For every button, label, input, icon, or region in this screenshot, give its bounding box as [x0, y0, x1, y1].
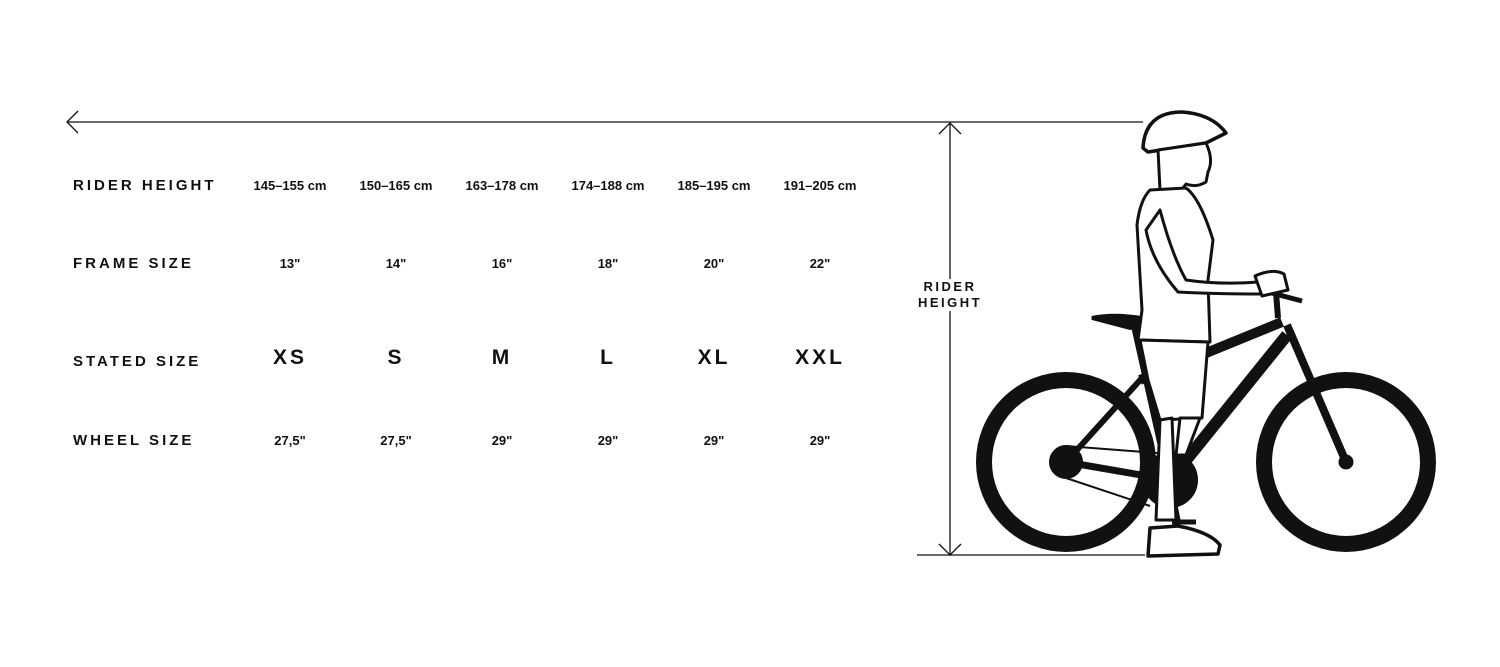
rider-height-label-line1: RIDER: [923, 279, 977, 294]
rider: [1135, 110, 1290, 558]
rider-height-label-line2: HEIGHT: [917, 295, 983, 310]
wheel-size-value: 29": [597, 433, 619, 448]
rider-height-label: RIDER HEIGHT: [900, 279, 1000, 311]
frame-size-value: 22": [809, 256, 831, 271]
rider-height-value: 145–155 cm: [253, 178, 327, 193]
frame-size-value: 16": [491, 256, 513, 271]
bicycle: [976, 289, 1436, 552]
row-label-stated-size: STATED SIZE: [73, 353, 202, 370]
rider-height-value: 191–205 cm: [783, 178, 857, 193]
stated-size-value: M: [491, 346, 513, 369]
stated-size-value: L: [600, 346, 616, 369]
front-wheel: [1256, 372, 1436, 552]
wheel-size-value: 27,5": [274, 433, 306, 448]
stated-size-value: S: [387, 346, 405, 369]
rider-height-value: 150–165 cm: [359, 178, 433, 193]
stated-size-value: XL: [697, 346, 731, 369]
row-label-rider-height: RIDER HEIGHT: [73, 177, 217, 194]
rider-height-value: 163–178 cm: [465, 178, 539, 193]
stated-size-value: XS: [272, 346, 307, 369]
stated-size-value: XXL: [795, 346, 845, 369]
rear-wheel: [976, 372, 1156, 552]
width-arrow: [66, 110, 1143, 134]
frame-size-value: 14": [385, 256, 407, 271]
row-label-wheel-size: WHEEL SIZE: [73, 432, 195, 449]
rider-height-value: 185–195 cm: [677, 178, 751, 193]
frame-size-value: 18": [597, 256, 619, 271]
wheel-size-value: 29": [703, 433, 725, 448]
frame-size-value: 20": [703, 256, 725, 271]
row-label-frame-size: FRAME SIZE: [73, 255, 194, 272]
head: [1156, 141, 1213, 194]
wheel-size-value: 29": [491, 433, 513, 448]
leg: [1154, 416, 1178, 522]
wheel-size-value: 29": [809, 433, 831, 448]
rider-height-value: 174–188 cm: [571, 178, 645, 193]
height-arrow: [917, 122, 1145, 556]
leg-2: [1174, 416, 1202, 457]
wheel-size-value: 27,5": [380, 433, 412, 448]
shoe: [1146, 524, 1222, 558]
frame-size-value: 13": [279, 256, 301, 271]
hand: [1253, 269, 1290, 298]
